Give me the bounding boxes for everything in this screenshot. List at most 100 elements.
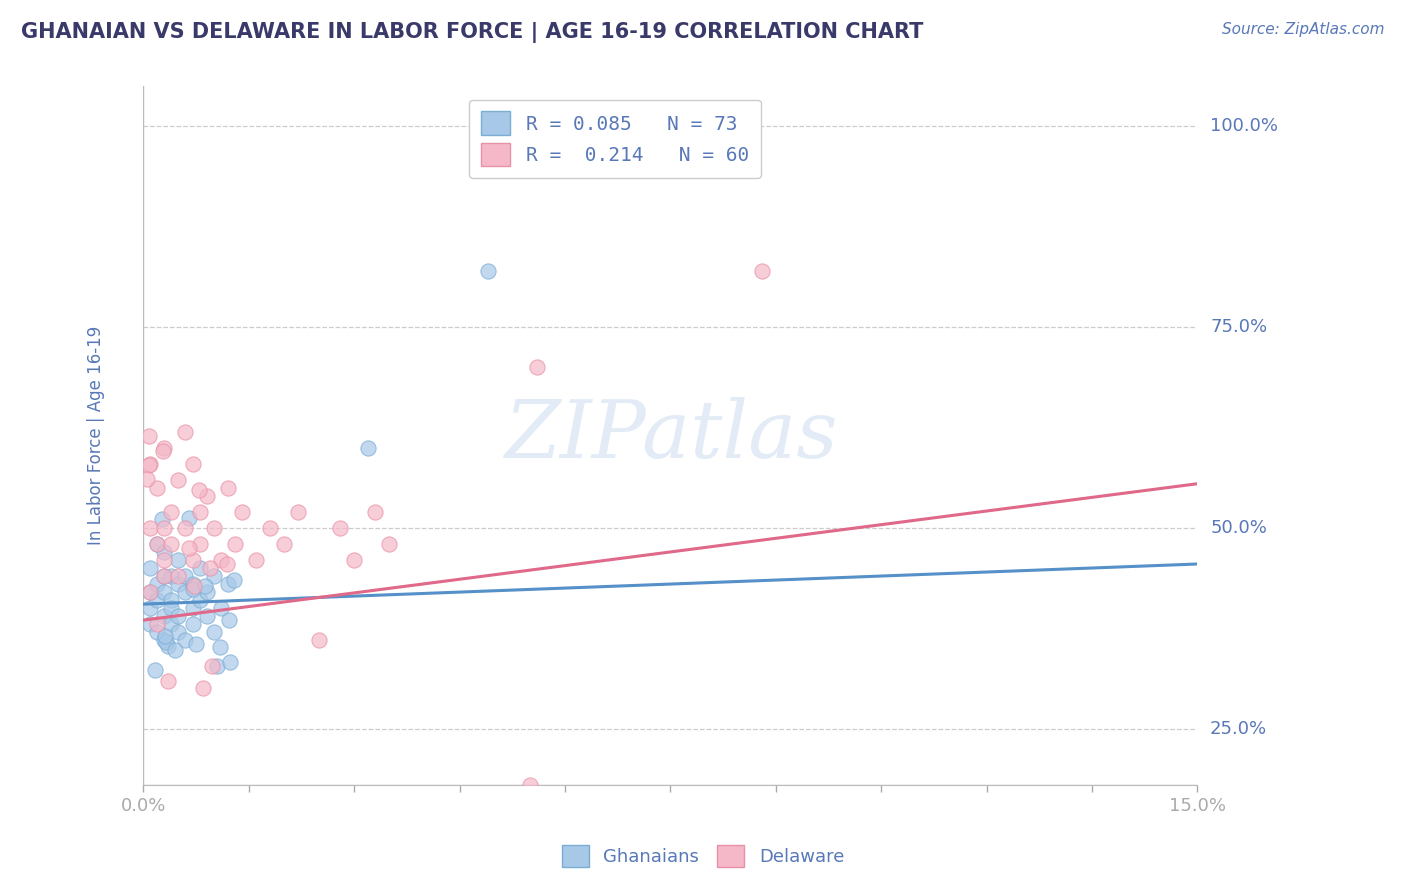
Legend: R = 0.085   N = 73, R =  0.214   N = 60: R = 0.085 N = 73, R = 0.214 N = 60 — [470, 100, 761, 178]
Point — [160, 617, 183, 632]
Point — [167, 553, 190, 567]
Text: Source: ZipAtlas.com: Source: ZipAtlas.com — [1222, 22, 1385, 37]
Point — [177, 541, 200, 555]
Legend: Ghanaians, Delaware: Ghanaians, Delaware — [554, 838, 852, 874]
Point — [167, 473, 190, 487]
Point — [181, 577, 204, 591]
Point — [181, 601, 204, 615]
Point — [139, 585, 162, 599]
Point — [202, 569, 225, 583]
Point — [167, 625, 190, 640]
Point — [150, 512, 173, 526]
Point — [174, 585, 197, 599]
Point — [184, 637, 207, 651]
Point — [217, 577, 239, 591]
Point — [160, 569, 183, 583]
Point — [209, 601, 232, 615]
Point — [188, 505, 211, 519]
Text: 100.0%: 100.0% — [1211, 118, 1278, 136]
Point — [139, 561, 162, 575]
Point — [167, 609, 190, 624]
Point — [308, 633, 330, 648]
Point — [273, 537, 295, 551]
Point — [195, 585, 218, 599]
Point — [329, 521, 352, 535]
Point — [153, 569, 176, 583]
Point — [218, 613, 240, 627]
Text: ZIPatlas: ZIPatlas — [503, 397, 837, 475]
Point — [195, 609, 218, 624]
Point — [217, 481, 239, 495]
Point — [201, 659, 224, 673]
Point — [153, 553, 176, 567]
Point — [183, 579, 205, 593]
Point — [153, 609, 176, 624]
Point — [153, 545, 176, 559]
Point — [146, 481, 169, 495]
Point — [153, 585, 176, 599]
Point — [139, 521, 162, 535]
Point — [138, 429, 160, 443]
Point — [198, 561, 221, 575]
Point — [153, 569, 176, 583]
Point — [146, 617, 169, 632]
Point — [152, 444, 174, 458]
Point — [188, 537, 211, 551]
Point — [287, 505, 309, 519]
Point — [167, 577, 190, 591]
Point — [477, 264, 499, 278]
Point — [202, 521, 225, 535]
Point — [188, 593, 211, 607]
Point — [195, 489, 218, 503]
Point — [215, 557, 238, 571]
Point — [139, 601, 162, 615]
Text: 50.0%: 50.0% — [1211, 519, 1267, 537]
Point — [160, 505, 183, 519]
Point — [146, 577, 169, 591]
Point — [155, 634, 177, 648]
Point — [146, 625, 169, 640]
Point — [143, 663, 166, 677]
Point — [136, 472, 159, 486]
Point — [194, 579, 217, 593]
Point — [160, 537, 183, 551]
Point — [163, 642, 186, 657]
Point — [219, 655, 242, 669]
Point — [224, 537, 246, 551]
Point — [357, 441, 380, 455]
Point — [167, 569, 190, 583]
Point — [205, 658, 228, 673]
Point — [174, 633, 197, 648]
Point — [209, 553, 232, 567]
Point — [139, 585, 162, 599]
Point — [153, 633, 176, 648]
Point — [181, 553, 204, 567]
Point — [202, 625, 225, 640]
Point — [188, 561, 211, 575]
Point — [174, 569, 197, 583]
Point — [245, 553, 267, 567]
Point — [181, 617, 204, 632]
Point — [343, 553, 366, 567]
Point — [526, 360, 548, 375]
Point — [181, 457, 204, 471]
Point — [160, 601, 183, 615]
Point — [208, 640, 231, 655]
Point — [519, 778, 541, 792]
Point — [751, 264, 773, 278]
Point — [156, 639, 179, 653]
Point — [174, 521, 197, 535]
Point — [177, 511, 200, 525]
Point — [231, 505, 253, 519]
Point — [146, 537, 169, 551]
Text: 25.0%: 25.0% — [1211, 720, 1267, 738]
Text: In Labor Force | Age 16-19: In Labor Force | Age 16-19 — [87, 326, 105, 545]
Text: GHANAIAN VS DELAWARE IN LABOR FORCE | AGE 16-19 CORRELATION CHART: GHANAIAN VS DELAWARE IN LABOR FORCE | AG… — [21, 22, 924, 44]
Point — [174, 425, 197, 439]
Point — [146, 537, 169, 551]
Point — [181, 582, 204, 597]
Point — [187, 483, 209, 498]
Point — [156, 673, 179, 688]
Point — [364, 505, 387, 519]
Point — [146, 593, 169, 607]
